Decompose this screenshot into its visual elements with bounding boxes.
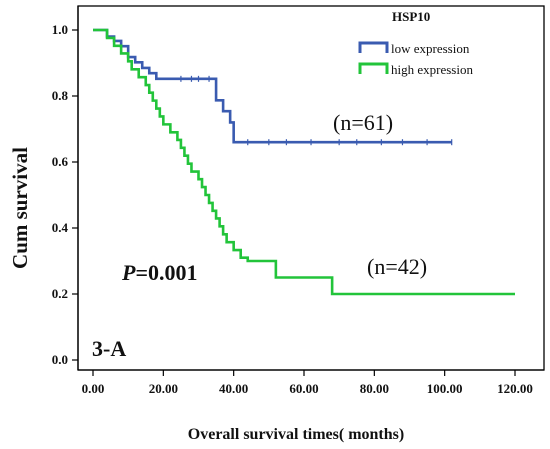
x-axis-ticks: 0.00 20.00 40.00 60.00 80.00 100.00 120.00	[82, 370, 533, 396]
y-tick-label: 1.0	[52, 22, 68, 37]
y-axis-ticks: 0.0 0.2 0.4 0.6 0.8 1.0	[52, 22, 78, 367]
x-tick-label: 120.00	[497, 381, 533, 396]
legend-swatch-high-expression	[358, 62, 389, 74]
legend-label-high-expression: high expression	[391, 62, 473, 77]
plot-frame	[77, 5, 545, 371]
y-tick-label: 0.2	[52, 286, 68, 301]
n-low-annotation: (n=61)	[333, 110, 393, 135]
x-axis-title: Overall survival times( months)	[188, 426, 404, 443]
legend-title: HSP10	[392, 9, 430, 24]
legend-item-high-expression: high expression	[358, 62, 473, 77]
x-tick-label: 0.00	[82, 381, 105, 396]
legend-swatch-low-expression	[358, 41, 389, 53]
p-value-symbol: P	[121, 260, 136, 285]
series-layer	[93, 28, 515, 296]
n-high-annotation: (n=42)	[367, 254, 427, 279]
legend-label-low-expression: low expression	[391, 41, 470, 56]
panel-label: 3-A	[92, 336, 126, 361]
legend-item-low-expression: low expression	[358, 41, 470, 56]
x-tick-label: 80.00	[360, 381, 389, 396]
y-tick-label: 0.8	[52, 88, 69, 103]
plot-area: 0.0 0.2 0.4 0.6 0.8 1.0 0.00 20.00 40.00 60.00 80…	[52, 5, 545, 396]
x-tick-label: 60.00	[289, 381, 318, 396]
y-axis-title: Cum survival	[8, 147, 32, 269]
y-tick-label: 0.0	[52, 352, 68, 367]
legend: HSP10 low expression high expression	[358, 9, 473, 77]
x-tick-label: 20.00	[149, 381, 178, 396]
series-high-expression	[93, 28, 515, 296]
x-tick-label: 40.00	[219, 381, 248, 396]
p-value-number: =0.001	[135, 260, 197, 285]
survival-curve-high-expression	[93, 28, 515, 296]
x-tick-label: 100.00	[427, 381, 463, 396]
p-value-annotation: P=0.001	[121, 260, 198, 285]
y-tick-label: 0.4	[52, 220, 69, 235]
y-tick-label: 0.6	[52, 154, 69, 169]
